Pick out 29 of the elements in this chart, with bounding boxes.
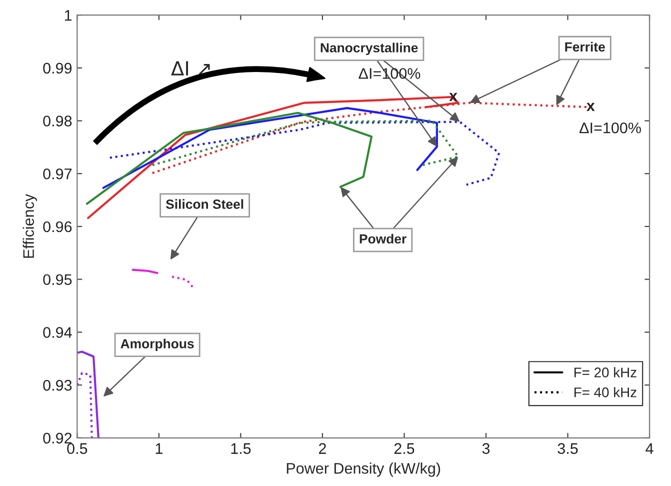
annotation: Amorphous: [120, 338, 194, 352]
annotation: Ferrite: [565, 42, 605, 52]
x-axis-title: Power Density (kW/kg): [286, 462, 440, 477]
y-tick-label: 0.99: [43, 62, 72, 74]
y-tick-label: 0.92: [43, 432, 72, 444]
annotation: ΔI=100%: [580, 122, 641, 134]
y-tick-label: 0.98: [43, 116, 72, 126]
annotation: x: [586, 102, 595, 111]
y-tick-label: 0.93: [43, 380, 72, 391]
x-tick-label: 1.5: [231, 443, 251, 454]
y-axis-title: Efficiency: [22, 194, 38, 258]
x-tick-label: 3: [482, 443, 490, 454]
annotation: Nanocrystalline: [320, 42, 418, 56]
y-tick-label: 1: [64, 10, 72, 21]
x-tick-label: 0.5: [67, 443, 88, 454]
x-tick-label: 1: [156, 443, 162, 454]
x-tick-label: 3.5: [558, 443, 578, 454]
legend-label: F= 20 kHz: [574, 367, 636, 378]
x-tick-label: 2.5: [394, 443, 414, 454]
y-tick-label: 0.97: [43, 168, 72, 180]
x-tick-label: 2: [318, 443, 326, 454]
legend-label: F= 40 kHz: [574, 387, 636, 398]
x-tick-label: 4: [646, 443, 654, 454]
y-tick-label: 0.95: [43, 274, 72, 286]
annotation: ΔI ↗: [171, 61, 210, 76]
annotation: Silicon Steel: [166, 199, 244, 209]
annotation: Powder: [360, 234, 406, 244]
y-tick-label: 0.96: [43, 221, 72, 232]
y-tick-label: 0.94: [43, 327, 72, 338]
